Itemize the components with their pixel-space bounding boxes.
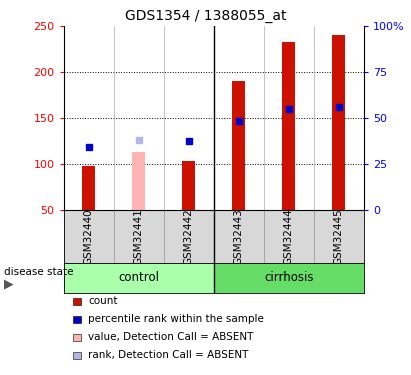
Text: ▶: ▶ [4, 278, 14, 291]
Bar [64, 262, 214, 292]
Bar [73, 298, 81, 305]
Text: GSM32440: GSM32440 [84, 208, 94, 265]
Bar [164, 210, 214, 262]
Bar [83, 166, 95, 210]
Text: GSM32443: GSM32443 [234, 208, 244, 265]
Text: GSM32444: GSM32444 [284, 208, 294, 265]
Bar [64, 210, 114, 262]
Text: cirrhosis: cirrhosis [264, 271, 314, 284]
Text: rank, Detection Call = ABSENT: rank, Detection Call = ABSENT [88, 350, 249, 360]
Text: GSM32445: GSM32445 [334, 208, 344, 265]
Bar [282, 42, 295, 210]
Bar [73, 334, 81, 341]
Text: GSM32441: GSM32441 [134, 208, 144, 265]
Bar [214, 262, 364, 292]
Bar [182, 161, 195, 210]
Bar [114, 210, 164, 262]
Text: count: count [88, 296, 118, 306]
Bar [314, 210, 364, 262]
Bar [73, 352, 81, 359]
Text: GDS1354 / 1388055_at: GDS1354 / 1388055_at [125, 9, 286, 23]
Text: value, Detection Call = ABSENT: value, Detection Call = ABSENT [88, 332, 254, 342]
Text: control: control [118, 271, 159, 284]
Bar [233, 81, 245, 210]
Bar [132, 152, 145, 210]
Text: disease state: disease state [4, 267, 74, 277]
Bar [73, 316, 81, 323]
Bar [332, 36, 345, 210]
Bar [264, 210, 314, 262]
Bar [214, 210, 264, 262]
Text: GSM32442: GSM32442 [184, 208, 194, 265]
Text: percentile rank within the sample: percentile rank within the sample [88, 314, 264, 324]
